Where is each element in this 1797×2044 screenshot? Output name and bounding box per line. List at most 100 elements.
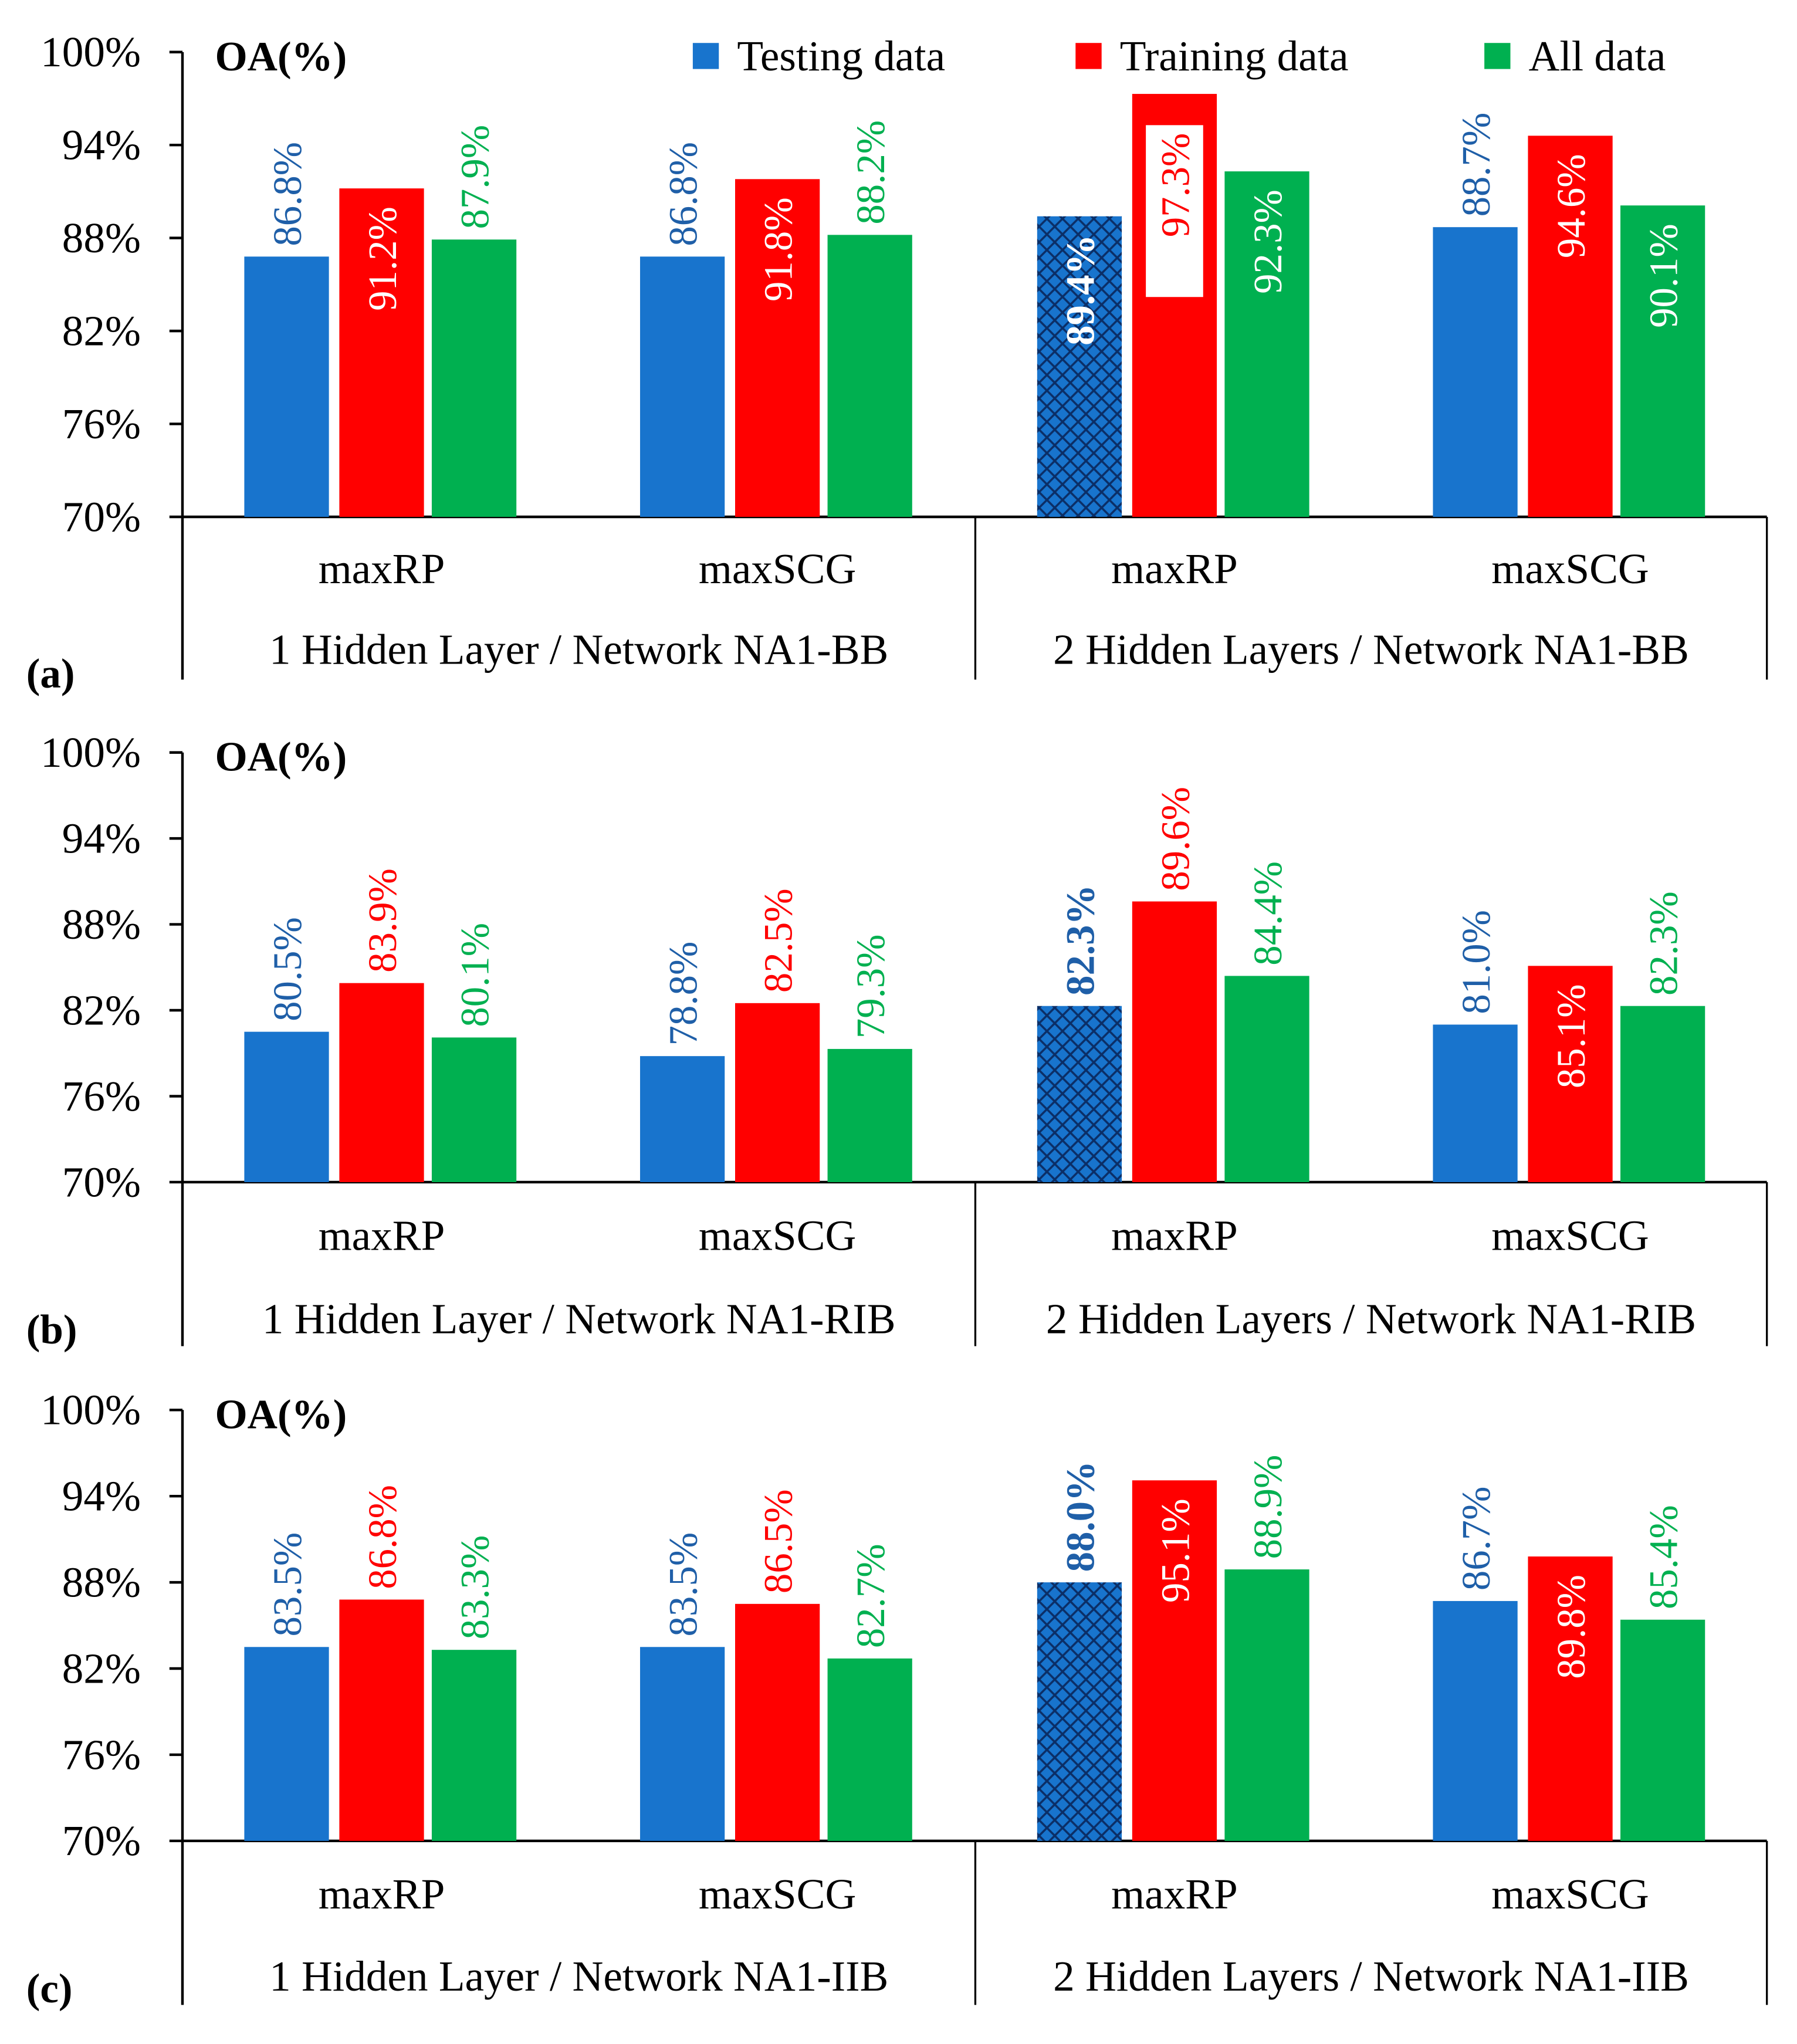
data-label: 83.9% (360, 868, 405, 973)
category-label: maxRP (1111, 1211, 1238, 1259)
data-label: 80.1% (452, 923, 497, 1027)
bar-training (1528, 136, 1613, 517)
data-label: 85.4% (1642, 1505, 1686, 1609)
data-label: 91.2% (360, 207, 405, 311)
group-label: 2 Hidden Layers / Network NA1-RIB (1046, 1295, 1696, 1342)
y-tick-label: 88% (62, 1559, 141, 1606)
data-label: 90.1% (1642, 224, 1686, 328)
data-label: 87.9% (452, 125, 497, 229)
panel-label: (c) (26, 1966, 73, 2012)
bar-training (1132, 1480, 1217, 1841)
legend-label: All data (1529, 32, 1666, 80)
data-label: 88.0% (1058, 1461, 1102, 1572)
data-label: 95.1% (1153, 1498, 1197, 1603)
data-label: 86.8% (265, 142, 310, 246)
y-tick-label: 88% (62, 214, 141, 262)
legend-swatch-testing (692, 43, 719, 69)
bar-training (1132, 901, 1217, 1182)
data-label: 80.5% (265, 917, 310, 1021)
bar-testing (1037, 1582, 1122, 1841)
category-label: maxSCG (699, 1211, 857, 1259)
bar-all (431, 1650, 517, 1841)
category-label: maxSCG (699, 545, 857, 593)
chart-panel-a: 70% 76% 82% 88% 94% 100% OA(%) (a) 1 Hidden Laye… (26, 28, 1768, 697)
bar-testing (640, 1056, 725, 1182)
y-tick-label: 100% (40, 28, 141, 76)
group-label: 2 Hidden Layers / Network NA1-IIB (1053, 1952, 1689, 2000)
data-label: 85.1% (1549, 984, 1593, 1088)
data-label: 91.8% (756, 197, 801, 302)
data-label: 81.0% (1454, 910, 1498, 1014)
data-label: 92.3% (1246, 189, 1290, 294)
data-label: 86.8% (360, 1485, 405, 1589)
data-label: 79.3% (848, 935, 893, 1039)
bar-training (339, 188, 424, 517)
category-label: maxRP (319, 1211, 445, 1259)
bar-training (1528, 1556, 1613, 1841)
data-label: 82.3% (1058, 885, 1102, 996)
category-label: maxRP (319, 1870, 445, 1918)
data-label: 86.7% (1454, 1487, 1498, 1591)
y-tick-label: 94% (62, 121, 141, 169)
category-label: maxSCG (1491, 545, 1649, 593)
bar-all (431, 1037, 517, 1182)
bar-testing (244, 1647, 329, 1841)
data-label: 89.8% (1549, 1575, 1593, 1679)
data-label: 89.4% (1058, 235, 1102, 346)
data-label: 88.9% (1246, 1455, 1290, 1559)
y-tick-label: 76% (62, 1072, 141, 1120)
group-label: 2 Hidden Layers / Network NA1-BB (1053, 626, 1689, 674)
bar-all (1224, 1569, 1309, 1841)
bar-training (735, 1603, 820, 1841)
bar-all (827, 235, 912, 517)
data-label: 83.5% (661, 1532, 706, 1637)
y-tick-label: 100% (40, 729, 141, 776)
y-tick-label: 70% (62, 1817, 141, 1864)
y-axis-title: OA(%) (215, 1392, 347, 1437)
bar-testing (1433, 227, 1518, 517)
bar-training (339, 1599, 424, 1841)
y-tick-label: 76% (62, 1731, 141, 1778)
data-label: 89.6% (1153, 787, 1197, 891)
legend-label: Testing data (737, 32, 945, 80)
bar-testing (1433, 1024, 1518, 1182)
data-label: 97.3% (1153, 133, 1197, 238)
bar-testing (640, 1647, 725, 1841)
bar-testing (244, 1031, 329, 1182)
y-tick-label: 82% (62, 986, 141, 1034)
category-label: maxRP (1111, 545, 1238, 593)
y-tick-label: 76% (62, 400, 141, 448)
legend: Testing data Training data All data (692, 32, 1666, 80)
bar-all (1224, 171, 1309, 517)
bar-all (827, 1658, 912, 1841)
bar-all (1620, 1006, 1705, 1182)
data-label: 88.2% (848, 120, 893, 225)
data-label: 86.5% (756, 1489, 801, 1593)
y-axis-title: OA(%) (215, 735, 347, 780)
chart-panel-b: 70% 76% 82% 88% 94% 100% OA(%) (b) 1 Hidden Laye… (26, 729, 1768, 1353)
y-tick-label: 88% (62, 901, 141, 948)
bar-all (827, 1048, 912, 1182)
y-axis-title: OA(%) (215, 34, 347, 80)
y-tick-label: 100% (40, 1386, 141, 1434)
data-label: 82.5% (756, 888, 801, 993)
y-tick-label: 82% (62, 307, 141, 355)
bar-all (1620, 1619, 1705, 1841)
data-label: 88.7% (1454, 113, 1498, 217)
category-label: maxSCG (1491, 1211, 1649, 1259)
bar-all (1620, 205, 1705, 517)
legend-label: Training data (1120, 32, 1349, 80)
data-label: 78.8% (661, 942, 706, 1046)
bar-testing (244, 256, 329, 517)
data-label: 82.7% (848, 1544, 893, 1648)
data-label: 83.3% (452, 1535, 497, 1640)
data-label: 82.3% (1642, 891, 1686, 996)
bar-testing (1433, 1600, 1518, 1841)
panel-label: (a) (26, 651, 75, 697)
legend-swatch-all (1484, 43, 1511, 69)
legend-swatch-training (1075, 43, 1102, 69)
label-box (1146, 125, 1203, 297)
bar-training (1528, 966, 1613, 1182)
y-tick-label: 70% (62, 493, 141, 540)
